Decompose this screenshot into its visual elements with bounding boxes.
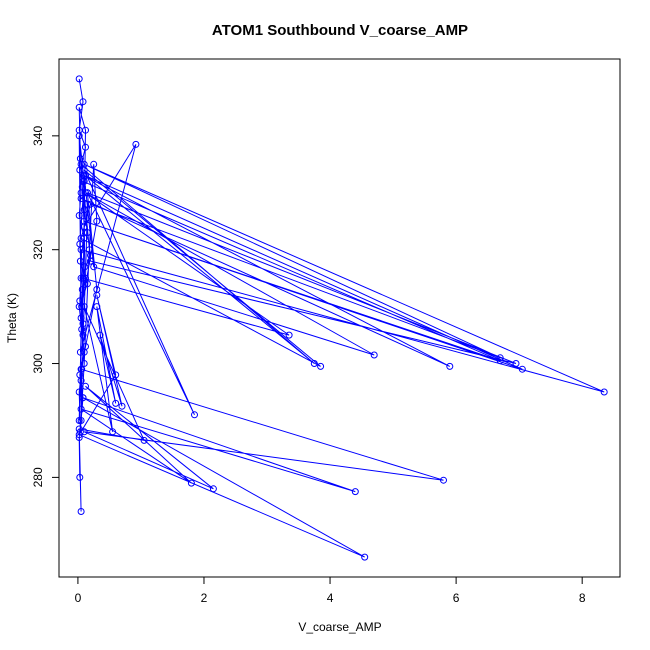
plot-frame [58,58,621,578]
data-point [90,263,98,271]
data-point [77,377,85,385]
data-point [82,382,89,390]
data-point [78,303,86,311]
data-point [83,200,91,208]
data-point [77,365,85,373]
x-tick-label: 2 [201,591,208,605]
data-point [512,360,520,367]
data-point [77,314,85,322]
data-point [140,436,148,444]
data-point [112,371,120,379]
data-point [112,399,120,407]
data-point [90,160,98,168]
data-point [285,331,293,339]
data-point [446,362,454,370]
data-point [600,388,608,396]
data-point [80,303,88,311]
data-point [96,331,104,339]
x-axis-label: V_coarse_AMP [298,620,381,634]
data-point [118,402,126,410]
data-point [317,362,325,370]
data-point [351,488,359,496]
data-point [81,263,89,271]
data-point [77,405,85,413]
data-point [77,195,85,202]
data-point [83,229,91,237]
data-point [76,257,84,265]
data-point [496,354,504,362]
x-axis: 0 2 4 6 8 [75,576,586,605]
data-point [361,553,369,561]
data-point [93,217,101,225]
data-point [75,417,83,424]
data-point [75,425,83,433]
data-point [75,434,83,441]
data-point [109,428,117,436]
data-point [77,274,85,282]
data-point [75,132,83,140]
data-point [87,200,94,208]
data-point [80,234,88,242]
points-layer [75,75,608,561]
data-point [132,140,140,148]
data-point [77,508,85,515]
data-point [370,351,378,359]
y-axis-label: Theta (K) [5,293,19,343]
y-tick-label: 300 [31,353,45,373]
data-point [77,160,85,168]
data-point [191,411,198,419]
data-point [77,246,85,254]
data-point [82,189,89,197]
data-point [440,476,447,484]
data-point [82,274,89,282]
data-point [93,303,101,311]
data-point [75,212,83,219]
y-axis: 280 300 320 340 [31,126,60,487]
data-point [79,331,87,339]
data-point [77,234,85,242]
y-tick-label: 320 [31,239,45,259]
data-point [310,360,318,367]
x-tick-label: 8 [579,591,586,605]
chart-title: ATOM1 Southbound V_coarse_AMP [212,22,468,39]
data-point [187,479,195,487]
data-point [518,365,526,373]
data-point [76,473,84,481]
data-point [80,217,88,225]
data-point [496,357,504,365]
y-tick-label: 280 [31,467,45,487]
data-point [82,143,89,151]
data-point [75,75,83,83]
y-tick-label: 340 [31,126,45,146]
data-point [87,257,94,265]
data-point [93,291,101,299]
data-point [78,286,86,293]
data-point [76,348,84,356]
data-point [83,189,91,197]
data-point [82,126,89,134]
data-point [80,206,88,214]
data-point [77,417,85,424]
series-layer [78,78,605,558]
data-point [79,98,87,106]
data-point [209,485,217,493]
x-tick-label: 4 [327,591,334,605]
data-point [82,343,89,350]
data-point [80,360,88,367]
data-point [80,166,88,174]
series-line [78,78,605,558]
data-point [75,388,83,396]
data-point [85,246,93,254]
x-tick-label: 6 [453,591,460,605]
data-point [79,274,87,282]
data-point [79,394,87,402]
x-tick-label: 0 [75,591,82,605]
data-point [75,103,83,111]
